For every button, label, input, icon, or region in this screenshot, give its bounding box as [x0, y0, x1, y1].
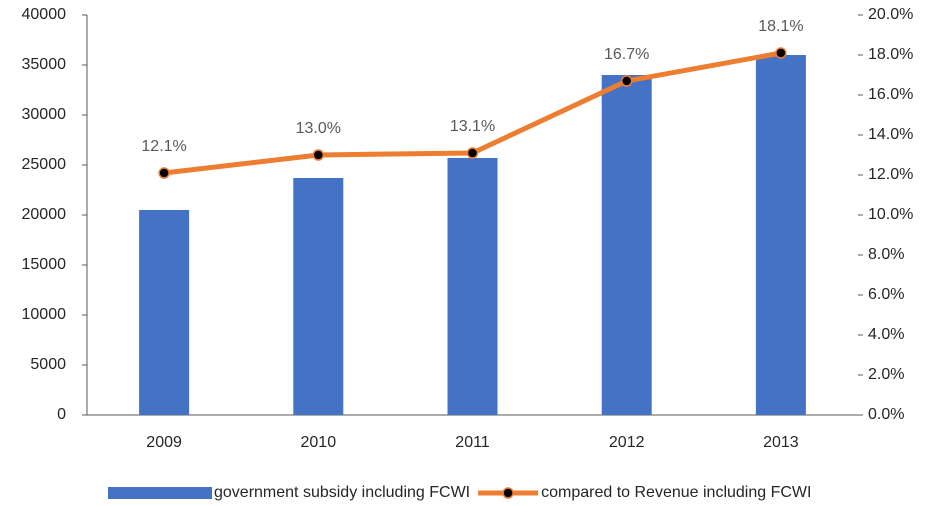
marker: [312, 149, 325, 161]
y2-tick-label: 8.0%: [868, 246, 904, 263]
legend-swatch: [108, 487, 212, 499]
data-label: 18.1%: [758, 18, 803, 35]
x-tick-label: 2013: [763, 434, 799, 451]
y2-tick-label: 2.0%: [868, 366, 904, 383]
y2-tick-label: 10.0%: [868, 206, 913, 223]
y2-tick-label: 0.0%: [868, 406, 904, 423]
marker: [158, 167, 170, 179]
x-tick-label: 2012: [609, 434, 645, 451]
y2-tick-label: 12.0%: [868, 166, 913, 183]
y-tick-label: 25000: [22, 156, 67, 173]
x-tick-label: 2011: [455, 434, 490, 451]
data-label: 16.7%: [604, 46, 649, 63]
y2-tick-label: 18.0%: [868, 46, 913, 63]
bar: [139, 210, 190, 415]
y2-tick-label: 4.0%: [868, 326, 904, 343]
marker: [620, 75, 633, 87]
data-label: 12.1%: [141, 138, 186, 155]
bar: [293, 178, 344, 415]
bar: [447, 158, 498, 415]
y-tick-label: 5000: [30, 356, 66, 373]
y-tick-label: 40000: [22, 6, 67, 23]
marker: [466, 147, 479, 159]
legend-marker: [502, 487, 514, 499]
y-tick-label: 20000: [22, 206, 67, 223]
y-tick-label: 35000: [22, 56, 67, 73]
y-tick-label: 30000: [22, 106, 67, 123]
y2-tick-label: 16.0%: [868, 86, 913, 103]
data-label: 13.1%: [450, 118, 495, 135]
x-tick-label: 2010: [301, 434, 337, 451]
legend-label: compared to Revenue including FCWI: [541, 484, 811, 501]
marker: [775, 47, 787, 59]
y2-tick-label: 20.0%: [868, 6, 913, 23]
y-tick-label: 15000: [22, 256, 67, 273]
bar: [755, 55, 806, 415]
bar: [601, 75, 652, 415]
y2-tick-label: 14.0%: [868, 126, 913, 143]
y-tick-label: 0: [57, 406, 66, 423]
y2-tick-label: 6.0%: [868, 286, 904, 303]
x-tick-label: 2009: [146, 434, 182, 451]
y-tick-label: 10000: [22, 306, 67, 323]
legend-label: government subsidy including FCWI: [214, 484, 470, 501]
data-label: 13.0%: [296, 120, 341, 137]
